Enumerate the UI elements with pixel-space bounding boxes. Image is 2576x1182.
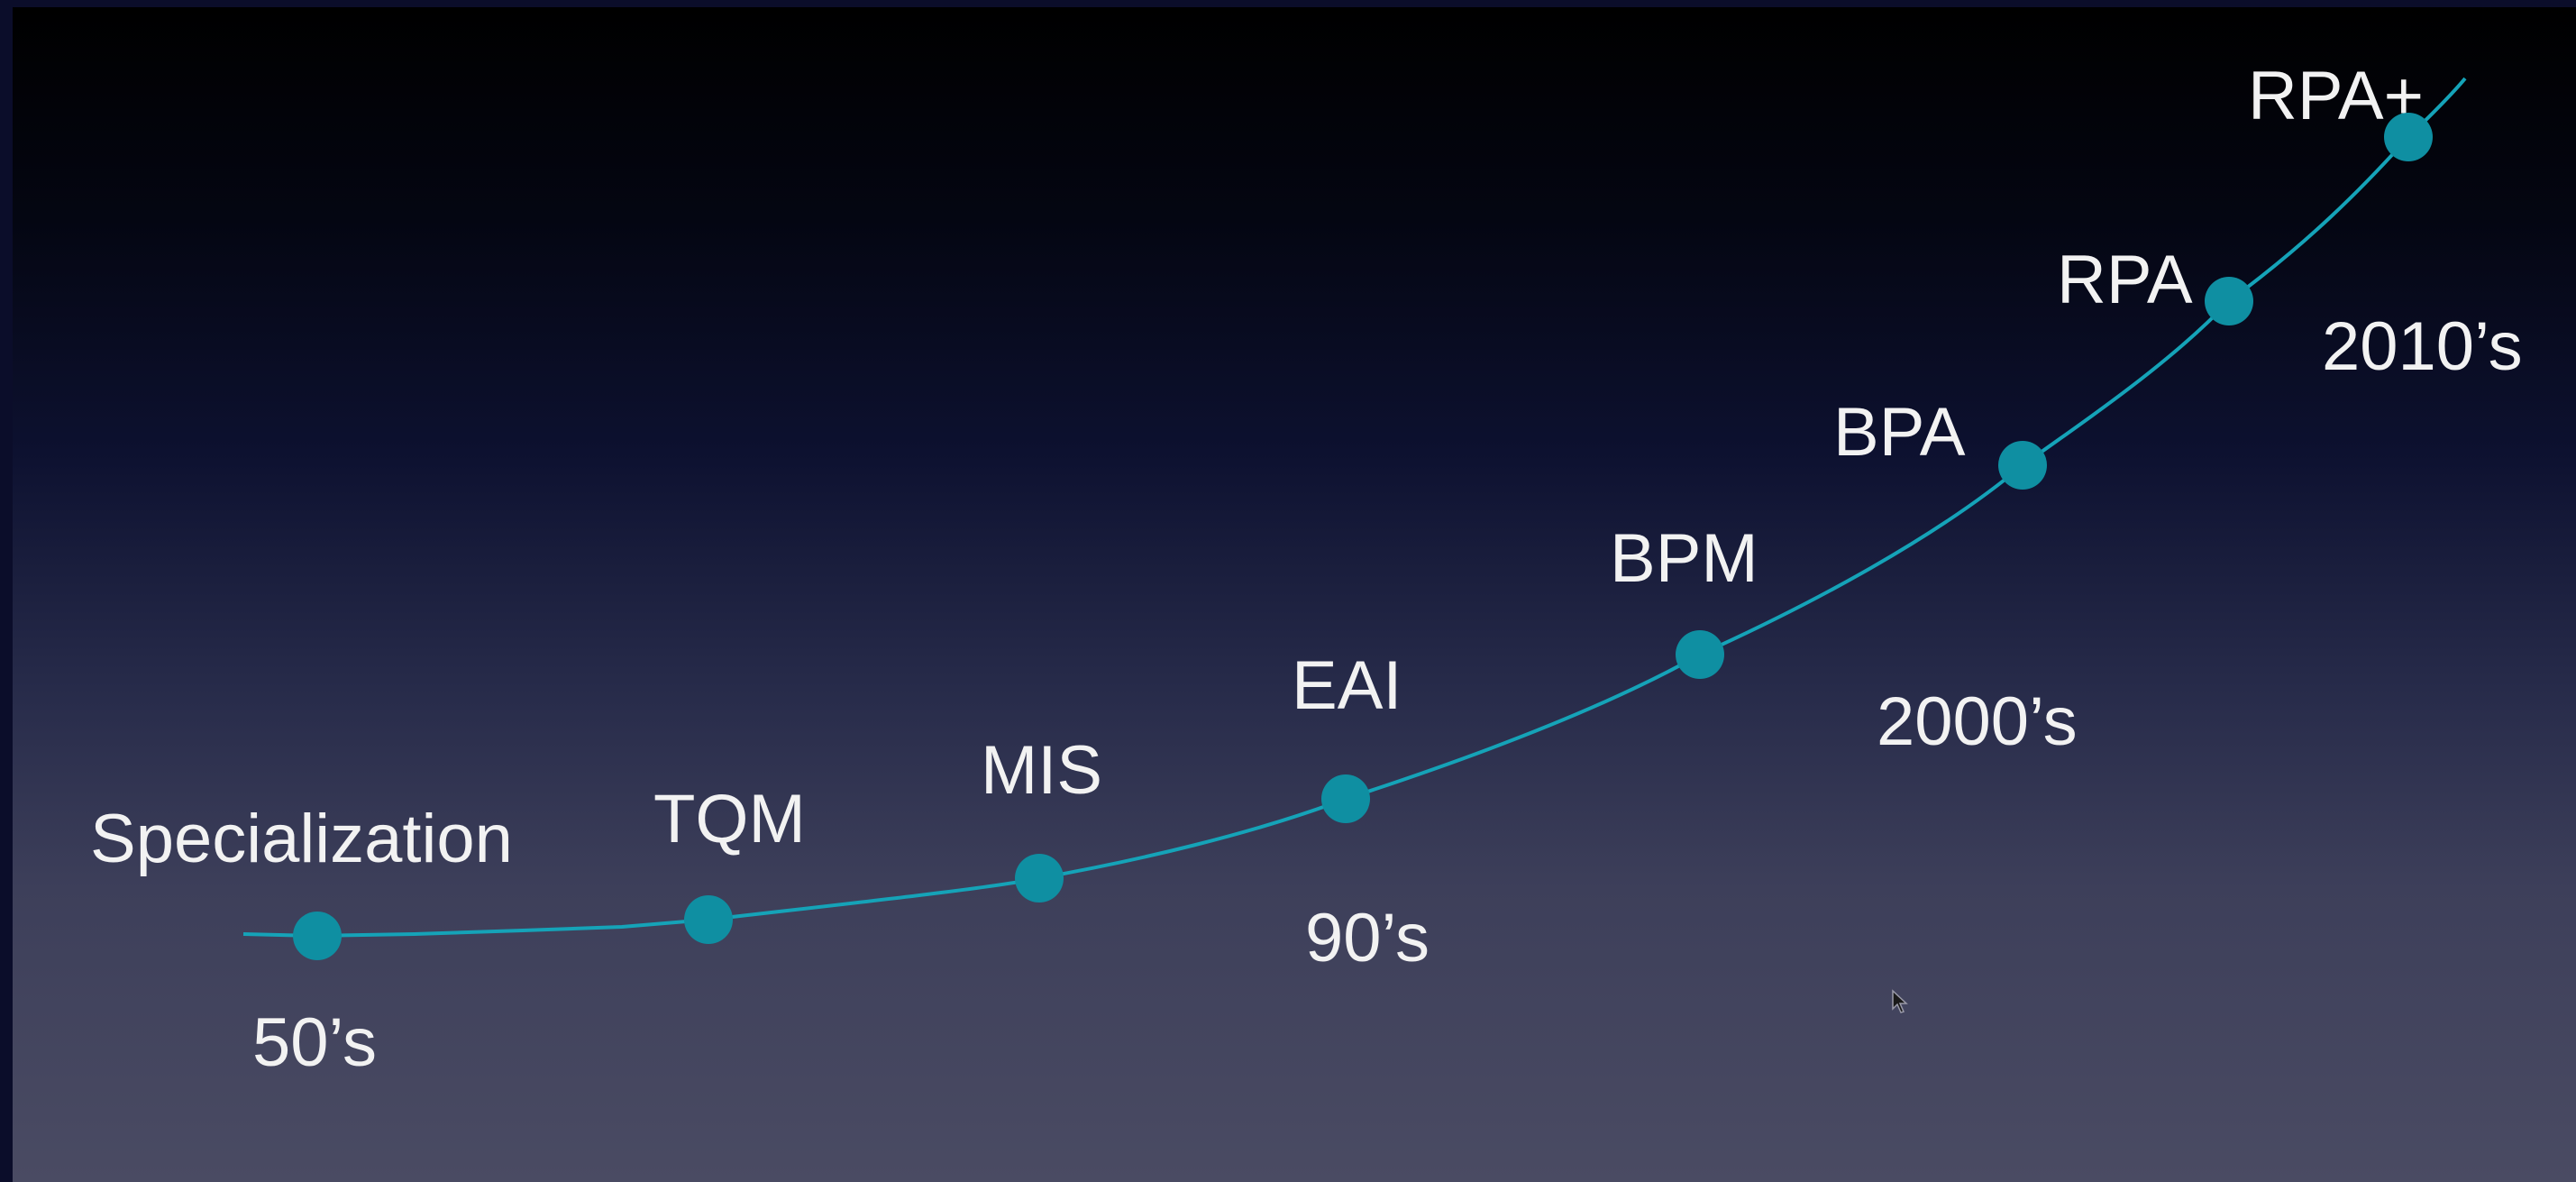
era-label-90s: 90’s	[1305, 900, 1430, 976]
stage-label-specialization: Specialization	[90, 801, 513, 877]
stage-label-mis: MIS	[981, 732, 1102, 809]
stage-node-eai: EAI	[1292, 647, 1402, 823]
stage-node-mis: MIS	[981, 732, 1102, 903]
stage-node-bpa: BPA	[1833, 394, 2047, 490]
stage-node-specialization: Specialization	[90, 801, 513, 960]
stage-node-bpm: BPM	[1610, 520, 1758, 679]
stage-label-eai: EAI	[1292, 647, 1402, 724]
stage-label-rpa: RPA	[2057, 242, 2193, 318]
stage-label-bpa: BPA	[1833, 394, 1966, 471]
mouse-pointer-icon	[1892, 989, 1908, 1013]
slide-background	[13, 7, 2576, 1182]
era-label-50s: 50’s	[252, 1004, 377, 1081]
era-label-2010s: 2010’s	[2322, 308, 2523, 385]
stage-node-tqm: TQM	[653, 781, 806, 944]
stage-label-tqm: TQM	[653, 781, 806, 857]
stage-label-bpm: BPM	[1610, 520, 1758, 597]
stage-node-rpa: RPA	[2057, 242, 2253, 325]
era-label-2000s: 2000’s	[1877, 683, 2078, 760]
stage-node-rpa-plus: RPA+	[2248, 58, 2433, 161]
